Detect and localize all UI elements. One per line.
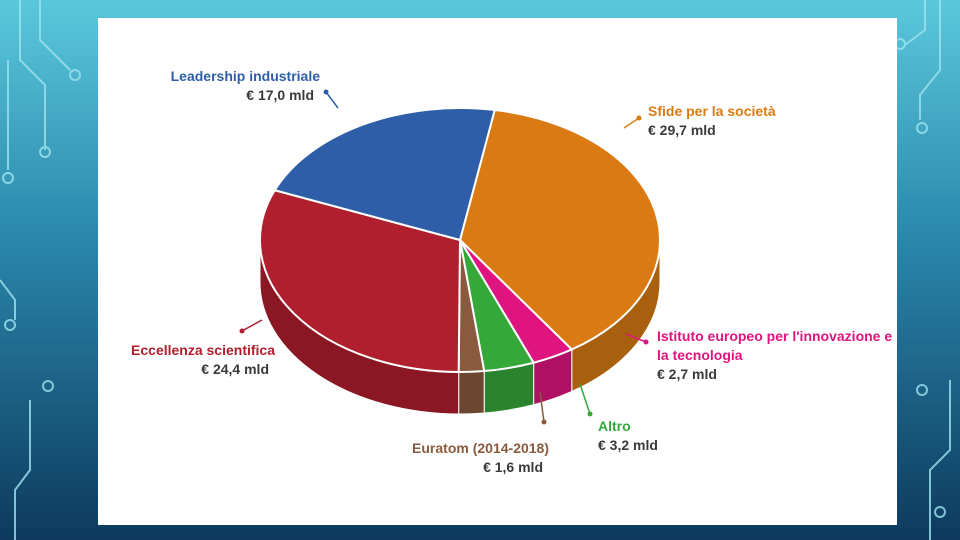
- slice-label: Euratom (2014-2018) € 1,6 mld: [238, 439, 549, 477]
- leader-line: [325, 91, 339, 109]
- leader-line: [241, 319, 263, 332]
- leader-line: [625, 333, 647, 343]
- category-label: Altro: [598, 418, 631, 434]
- value-label: € 1,6 mld: [483, 459, 543, 475]
- slice: [273, 107, 496, 242]
- slice-label: Altro € 3,2 mld: [598, 417, 658, 455]
- content-panel: Sfide per la società € 29,7 mld Istituto e…: [98, 18, 897, 525]
- value-label: € 3,2 mld: [598, 437, 658, 453]
- category-label: Sfide per la società: [648, 103, 776, 119]
- leader-dot: [636, 115, 642, 121]
- leader-dot: [239, 328, 245, 334]
- slice-label: Eccellenza scientifica € 24,4 mld: [98, 341, 275, 379]
- leader-line: [539, 391, 545, 423]
- value-label: € 24,4 mld: [201, 361, 269, 377]
- slice-side: [458, 370, 485, 415]
- leader-line: [623, 117, 640, 129]
- category-label: Euratom (2014-2018): [412, 440, 549, 456]
- leader-dot: [541, 419, 547, 425]
- value-label: € 2,7 mld: [657, 366, 717, 382]
- category-label: Eccellenza scientifica: [131, 342, 275, 358]
- leader-dot: [323, 89, 329, 95]
- category-label: Istituto europeo per l'innovazione e la …: [657, 328, 893, 363]
- leader-dot: [643, 339, 649, 345]
- slice-label: Sfide per la società € 29,7 mld: [648, 102, 776, 140]
- value-label: € 17,0 mld: [246, 87, 314, 103]
- slice: [259, 189, 462, 374]
- leader-dot: [587, 411, 593, 417]
- slice: [458, 108, 661, 351]
- leader-line: [579, 383, 591, 415]
- value-label: € 29,7 mld: [648, 122, 716, 138]
- slice-label: Leadership industriale € 17,0 mld: [98, 67, 320, 105]
- slice-label: Istituto europeo per l'innovazione e la …: [657, 327, 897, 384]
- category-label: Leadership industriale: [170, 68, 320, 84]
- pie-chart: [239, 89, 661, 425]
